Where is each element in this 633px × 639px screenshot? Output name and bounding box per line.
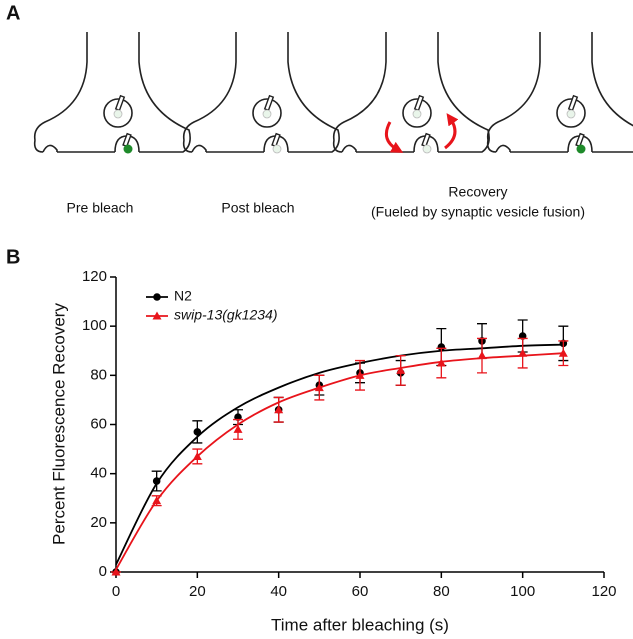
legend-label: N2 — [174, 288, 192, 304]
y-tick-label: 120 — [82, 268, 107, 285]
y-tick-label: 0 — [99, 563, 107, 580]
panel-label: A — [6, 2, 20, 24]
y-tick-label: 20 — [90, 514, 107, 531]
marker-triangle — [111, 567, 121, 576]
arrow — [444, 113, 459, 150]
y-tick-label: 60 — [90, 415, 107, 432]
marker-triangle — [355, 370, 365, 379]
diagram-pre-bleach — [33, 31, 191, 154]
marker-triangle — [152, 496, 162, 505]
marker-triangle — [233, 424, 243, 433]
marker-circle — [152, 477, 161, 485]
y-tick-label: 40 — [90, 465, 107, 482]
legend-label: swip-13(gk1234) — [174, 307, 278, 323]
x-tick-label: 100 — [510, 583, 535, 600]
fit-curve — [115, 343, 564, 566]
x-axis-title: Time after bleaching (s) — [271, 615, 449, 634]
marker-triangle — [558, 348, 568, 357]
green-dot — [123, 144, 133, 154]
arrow — [384, 121, 404, 153]
marker-triangle — [518, 348, 528, 357]
fit-curve — [115, 352, 564, 570]
x-tick-label: 40 — [270, 583, 287, 600]
y-axis-title: Percent Fluorescence Recovery — [49, 303, 68, 545]
caption: Pre bleach — [67, 200, 134, 216]
marker-triangle — [477, 351, 487, 360]
caption: (Fueled by synaptic vesicle fusion) — [371, 204, 585, 220]
caption: Recovery — [448, 184, 507, 200]
marker-triangle — [436, 358, 446, 367]
marker-triangle — [314, 383, 324, 392]
diagram-recovery — [332, 31, 490, 154]
x-tick-label: 120 — [591, 583, 616, 600]
x-tick-label: 20 — [189, 583, 206, 600]
y-tick-label: 100 — [82, 317, 107, 334]
caption: Post bleach — [221, 200, 294, 216]
marker-triangle — [192, 451, 202, 460]
y-tick-label: 80 — [90, 366, 107, 383]
diagram-post-bleach — [182, 31, 340, 154]
marker-circle — [193, 428, 202, 436]
x-tick-label: 0 — [112, 583, 120, 600]
diagram-recovered — [486, 31, 633, 154]
panel-label: B — [6, 246, 20, 268]
marker-circle — [437, 343, 446, 351]
marker-triangle — [274, 405, 284, 414]
x-tick-label: 80 — [433, 583, 450, 600]
legend-marker — [152, 311, 162, 320]
legend-marker — [153, 293, 161, 301]
x-tick-label: 60 — [352, 583, 369, 600]
marker-triangle — [396, 365, 406, 374]
